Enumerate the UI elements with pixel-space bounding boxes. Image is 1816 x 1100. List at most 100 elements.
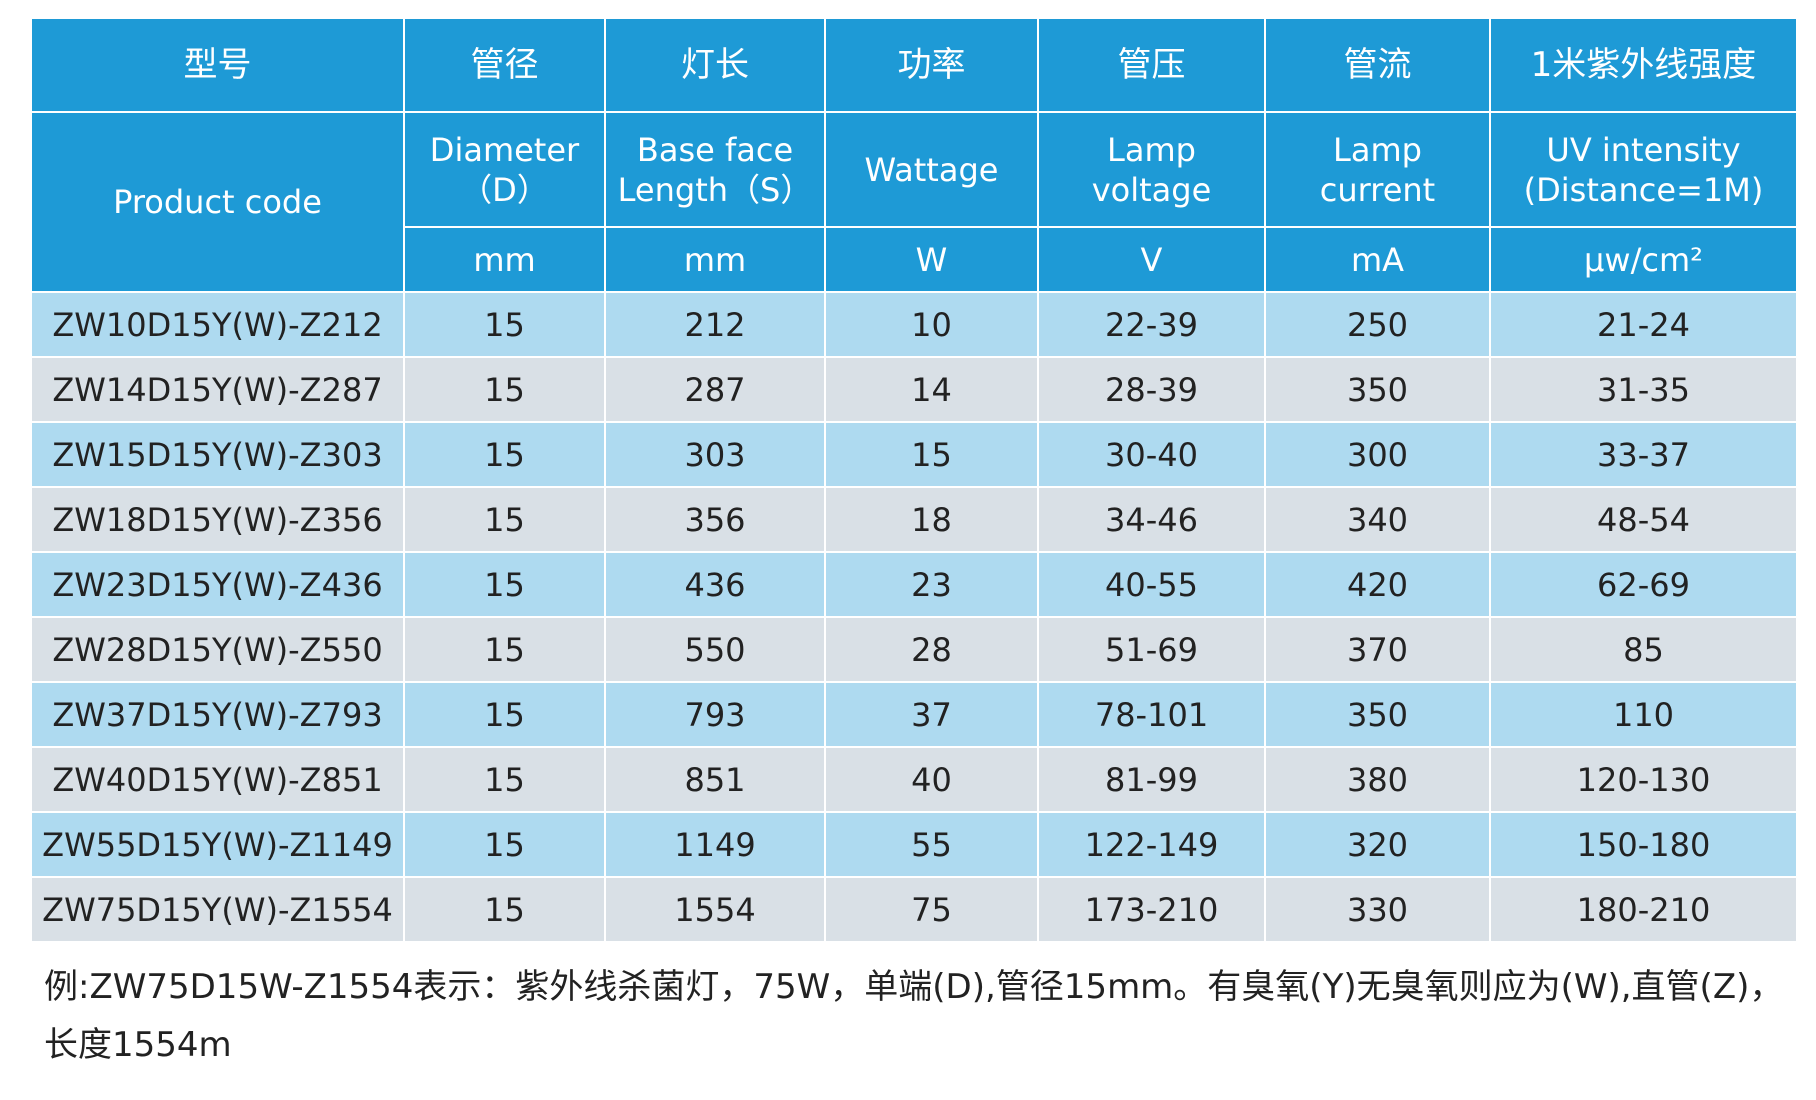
- table-cell: ZW14D15Y(W)-Z287: [30, 356, 405, 423]
- table-cell: 150-180: [1489, 811, 1798, 878]
- table-cell: 18: [824, 486, 1039, 553]
- header-en: Diameter （D）: [403, 111, 606, 228]
- table-cell: 1149: [604, 811, 826, 878]
- table-cell: 340: [1264, 486, 1491, 553]
- table-cell: 30-40: [1037, 421, 1266, 488]
- table-cell: ZW15D15Y(W)-Z303: [30, 421, 405, 488]
- header-en: Product code: [30, 111, 405, 293]
- table-cell: 40-55: [1037, 551, 1266, 618]
- header-en: UV intensity (Distance=1M): [1489, 111, 1798, 228]
- table-cell: 23: [824, 551, 1039, 618]
- note: 例:ZW75D15W-Z1554表示：紫外线杀菌灯，75W，单端(D),管径15…: [44, 967, 1784, 1065]
- table-cell: 10: [824, 291, 1039, 358]
- header-zh: 管流: [1264, 17, 1491, 113]
- table-row: ZW75D15Y(W)-Z1554 15 1554 75 173-210 330 180-2…: [30, 876, 1798, 943]
- header-en: Base face Length（S）: [604, 111, 826, 228]
- header-unit: V: [1037, 226, 1266, 293]
- table-cell: 34-46: [1037, 486, 1266, 553]
- header-zh: 1米紫外线强度: [1489, 17, 1798, 113]
- table-row: ZW14D15Y(W)-Z287 15 287 14 28-39 350 31-35: [30, 356, 1798, 423]
- table-cell: 212: [604, 291, 826, 358]
- table-cell: 81-99: [1037, 746, 1266, 813]
- table-cell: 15: [403, 291, 606, 358]
- table-cell: 350: [1264, 681, 1491, 748]
- header-unit: mA: [1264, 226, 1491, 293]
- table-cell: 21-24: [1489, 291, 1798, 358]
- table-cell: 62-69: [1489, 551, 1798, 618]
- table-cell: 15: [403, 486, 606, 553]
- table-cell: 320: [1264, 811, 1491, 878]
- table-cell: 14: [824, 356, 1039, 423]
- header-zh: 管径: [403, 17, 606, 113]
- header-en: Lamp current: [1264, 111, 1491, 228]
- table-cell: 370: [1264, 616, 1491, 683]
- table-cell: 22-39: [1037, 291, 1266, 358]
- table-cell: 120-130: [1489, 746, 1798, 813]
- table-cell: ZW40D15Y(W)-Z851: [30, 746, 405, 813]
- header-en: Wattage: [824, 111, 1039, 228]
- table-row: ZW18D15Y(W)-Z356 15 356 18 34-46 340 48-54: [30, 486, 1798, 553]
- table-cell: 55: [824, 811, 1039, 878]
- table-cell: 37: [824, 681, 1039, 748]
- table-cell: 287: [604, 356, 826, 423]
- table-cell: 40: [824, 746, 1039, 813]
- table-cell: 180-210: [1489, 876, 1798, 943]
- table-cell: 300: [1264, 421, 1491, 488]
- table-row: 型号 管径 灯长 功率 管压 管流 1米紫外线强度: [30, 17, 1798, 113]
- table-cell: ZW37D15Y(W)-Z793: [30, 681, 405, 748]
- table-cell: 15: [403, 421, 606, 488]
- table-cell: ZW75D15Y(W)-Z1554: [30, 876, 405, 943]
- table-cell: 28: [824, 616, 1039, 683]
- table-row: ZW37D15Y(W)-Z793 15 793 37 78-101 350 110: [30, 681, 1798, 748]
- table-cell: 51-69: [1037, 616, 1266, 683]
- table-row: ZW40D15Y(W)-Z851 15 851 40 81-99 380 120-130: [30, 746, 1798, 813]
- table-cell: 48-54: [1489, 486, 1798, 553]
- header-unit: mm: [604, 226, 826, 293]
- table-body: 型号 管径 灯长 功率 管压 管流 1米紫外线强度 Product code Diameter …: [30, 17, 1798, 943]
- table-cell: ZW23D15Y(W)-Z436: [30, 551, 405, 618]
- table-cell: 793: [604, 681, 826, 748]
- table-cell: 110: [1489, 681, 1798, 748]
- table-cell: 28-39: [1037, 356, 1266, 423]
- table-cell: 1554: [604, 876, 826, 943]
- table-cell: 420: [1264, 551, 1491, 618]
- header-unit: μw/cm²: [1489, 226, 1798, 293]
- table-cell: 851: [604, 746, 826, 813]
- table-cell: 15: [824, 421, 1039, 488]
- table-cell: 122-149: [1037, 811, 1266, 878]
- header-en: Lamp voltage: [1037, 111, 1266, 228]
- table-row: ZW55D15Y(W)-Z1149 15 1149 55 122-149 320 150-1…: [30, 811, 1798, 878]
- table-cell: 350: [1264, 356, 1491, 423]
- header-unit: mm: [403, 226, 606, 293]
- header-unit: W: [824, 226, 1039, 293]
- table-cell: 15: [403, 616, 606, 683]
- spec-table: 型号 管径 灯长 功率 管压 管流 1米紫外线强度 Product code Diameter …: [30, 17, 1798, 943]
- table-cell: 15: [403, 811, 606, 878]
- table-row: Product code Diameter （D） Base face Length…: [30, 111, 1798, 293]
- table-cell: 15: [403, 746, 606, 813]
- table-cell: 85: [1489, 616, 1798, 683]
- table-cell: 33-37: [1489, 421, 1798, 488]
- header-zh: 功率: [824, 17, 1039, 113]
- table-cell: 15: [403, 551, 606, 618]
- table-row: ZW15D15Y(W)-Z303 15 303 15 30-40 300 33-37: [30, 421, 1798, 488]
- table-cell: 250: [1264, 291, 1491, 358]
- table-cell: 31-35: [1489, 356, 1798, 423]
- table-cell: 15: [403, 681, 606, 748]
- table-cell: ZW55D15Y(W)-Z1149: [30, 811, 405, 878]
- table-cell: 75: [824, 876, 1039, 943]
- table-cell: 173-210: [1037, 876, 1266, 943]
- table-cell: ZW28D15Y(W)-Z550: [30, 616, 405, 683]
- table-cell: 550: [604, 616, 826, 683]
- header-zh: 管压: [1037, 17, 1266, 113]
- table-cell: 15: [403, 876, 606, 943]
- header-zh: 灯长: [604, 17, 826, 113]
- header-zh: 型号: [30, 17, 405, 113]
- table-cell: 78-101: [1037, 681, 1266, 748]
- table-cell: 15: [403, 356, 606, 423]
- table-row: ZW23D15Y(W)-Z436 15 436 23 40-55 420 62-69: [30, 551, 1798, 618]
- table-cell: 356: [604, 486, 826, 553]
- table-cell: 303: [604, 421, 826, 488]
